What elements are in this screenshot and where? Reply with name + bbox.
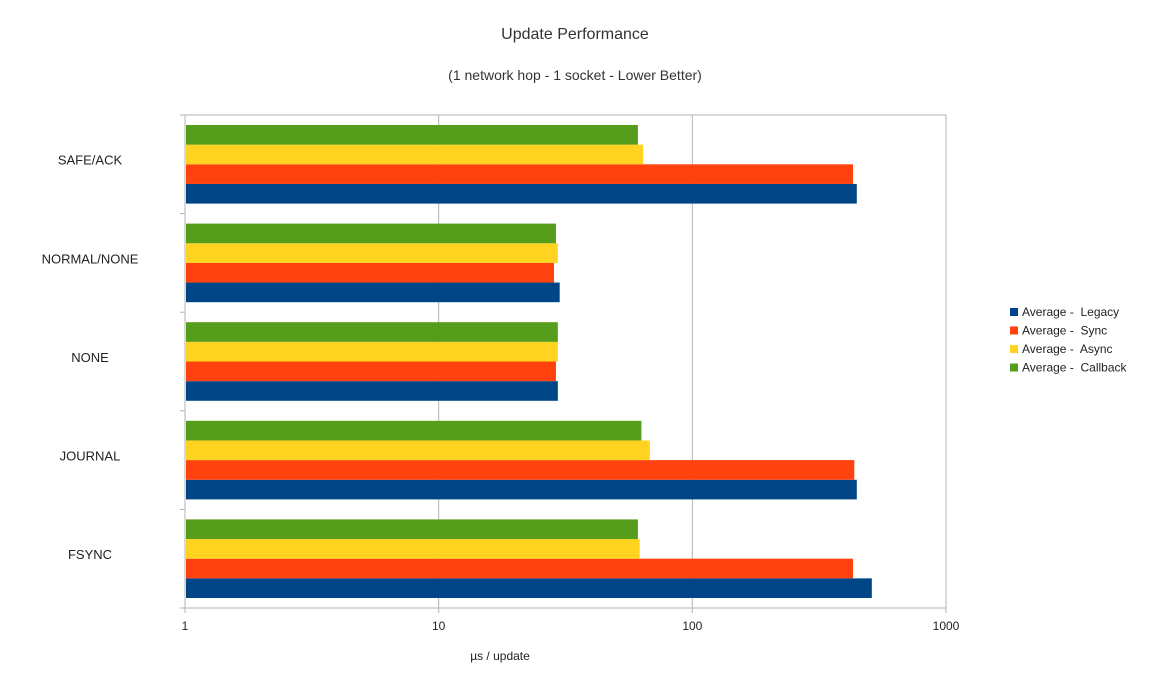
bar-normal-none-legacy [186, 282, 560, 303]
x-tick-label-1000: 1000 [933, 619, 960, 633]
bar-fsync-callback [186, 519, 638, 540]
category-label-normal-none: NORMAL/NONE [42, 251, 139, 266]
bar-safe-ack-async [186, 144, 644, 165]
category-label-safe-ack: SAFE/ACK [58, 153, 123, 168]
bar-none-sync [186, 361, 556, 382]
bar-fsync-legacy [186, 578, 872, 598]
bar-fsync-async [186, 539, 640, 559]
legend-label-1: Average - Sync [1022, 324, 1107, 338]
bar-normal-none-sync [186, 262, 555, 283]
bar-none-async [186, 341, 558, 362]
chart-subtitle: (1 network hop - 1 socket - Lower Better… [448, 67, 702, 83]
x-tick-label-100: 100 [682, 619, 702, 633]
legend-swatch-3 [1010, 363, 1018, 372]
legend-swatch-1 [1010, 326, 1018, 335]
category-label-journal: JOURNAL [60, 449, 121, 464]
x-tick-label-10: 10 [432, 619, 446, 633]
bar-normal-none-async [186, 243, 558, 263]
axes [180, 114, 947, 613]
plot-area [184, 114, 947, 609]
bar-safe-ack-callback [186, 125, 638, 145]
x-tick-labels: 1 10 100 1000 [182, 619, 960, 633]
bar-journal-legacy [186, 479, 857, 500]
category-label-fsync: FSYNC [68, 547, 112, 562]
legend-swatch-0 [1010, 308, 1018, 316]
bar-normal-none-callback [186, 223, 556, 244]
bar-fsync-sync [186, 558, 854, 579]
bar-journal-async [186, 440, 650, 461]
legend: Average - Legacy Average - Sync Average - … [1010, 305, 1127, 375]
legend-swatch-2 [1010, 345, 1018, 353]
bars [186, 125, 872, 598]
category-label-none: NONE [71, 350, 109, 365]
chart-title: Update Performance [501, 26, 649, 43]
bar-none-callback [186, 322, 558, 342]
legend-label-3: Average - Callback [1022, 361, 1127, 375]
legend-label-2: Average - Async [1022, 342, 1113, 356]
x-axis-label: µs / update [470, 649, 530, 663]
bar-journal-callback [186, 420, 642, 441]
category-labels: SAFE/ACK NORMAL/NONE NONE JOURNAL FSYNC [42, 153, 139, 562]
bar-safe-ack-legacy [186, 183, 857, 204]
bar-safe-ack-sync [186, 164, 854, 184]
bar-none-legacy [186, 381, 558, 401]
x-tick-label-1: 1 [182, 619, 189, 633]
bar-journal-sync [186, 460, 855, 480]
legend-label-0: Average - Legacy [1022, 305, 1119, 319]
